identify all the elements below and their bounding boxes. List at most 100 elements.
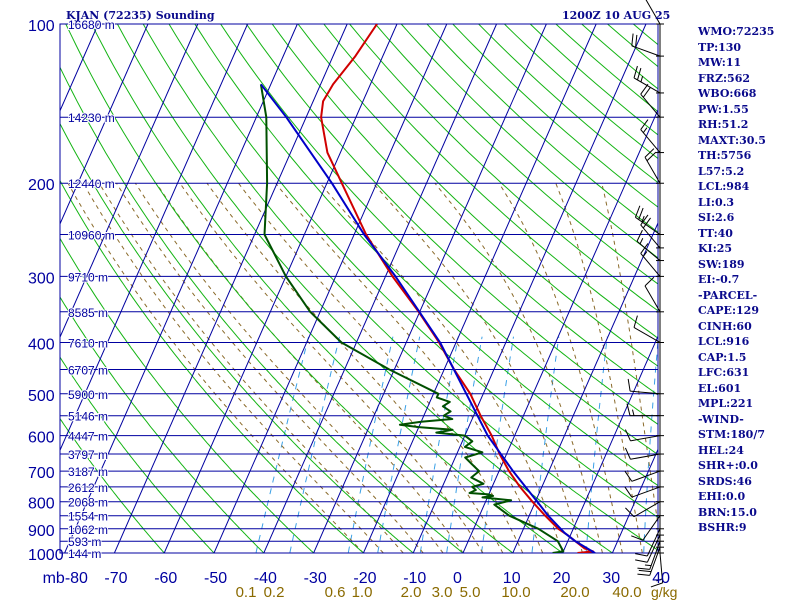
dry-adiabat-line (271, 24, 658, 396)
index-item: LI:0.3 (698, 195, 735, 209)
dry-adiabat-line (60, 179, 365, 553)
index-item: -WIND- (698, 412, 744, 426)
height-label: 4447 m (68, 430, 108, 444)
wind-barb (650, 552, 664, 588)
index-item: LCL:984 (698, 180, 750, 193)
sounding-time: 1200Z 10 AUG 25 (562, 9, 671, 22)
wind-barb-flag (636, 229, 643, 242)
wind-barb (633, 315, 664, 343)
wind-barb-flag (624, 486, 633, 498)
height-label: 2612 m (68, 481, 108, 495)
wind-barb-flag (640, 119, 649, 130)
dry-adiabat-line (60, 66, 464, 553)
wind-barb-flag (624, 447, 631, 460)
index-item: RH:51.2 (698, 118, 749, 131)
height-label: 5900 m (68, 388, 108, 402)
mixing-ratio-line (289, 336, 340, 553)
wind-barb (624, 447, 664, 460)
temperature-tick-label: -20 (353, 570, 376, 587)
mixing-ratio-label: 1.0 (352, 584, 373, 600)
wind-barb (631, 33, 664, 57)
wind-barb-staff (636, 240, 661, 261)
index-item: KI:25 (698, 242, 733, 255)
pressure-tick-label: 700 (28, 465, 55, 482)
wind-barb (640, 243, 664, 277)
index-item: TP:130 (698, 40, 742, 54)
wind-barb-flag (626, 403, 631, 416)
index-item: L57:5.2 (698, 164, 745, 178)
dry-adiabat-line (297, 24, 658, 367)
wind-barb (635, 528, 664, 557)
dry-adiabat-line (142, 24, 658, 551)
wind-barb (627, 378, 664, 395)
mixing-ratio-label: 2.0 (401, 584, 422, 600)
index-item: LCL:916 (698, 335, 750, 348)
height-label: 16680 m (68, 18, 115, 32)
dry-adiabat-line (400, 24, 658, 259)
station-title: KJAN (72235) Sounding (66, 9, 215, 22)
height-label: 3797 m (68, 448, 108, 462)
isotherm-line (412, 24, 647, 553)
mixing-ratio-label: 20.0 (560, 584, 589, 600)
wind-barb-flag (631, 33, 634, 46)
index-item: BRN:15.0 (698, 505, 757, 519)
wind-barb-half-flag (642, 127, 648, 133)
pressure-tick-label: 100 (28, 18, 55, 35)
index-item: LFC:631 (698, 366, 750, 379)
index-item: EI:-0.7 (698, 273, 740, 286)
dry-adiabat-line (374, 24, 658, 285)
wind-barb-staff (630, 390, 661, 395)
mixing-ratio-line (585, 336, 608, 553)
dry-adiabat-line (91, 24, 564, 553)
wind-barb (634, 205, 664, 236)
moist-adiabat-line (155, 182, 464, 553)
dry-adiabat-line (348, 24, 658, 312)
index-item: CINH:60 (698, 319, 752, 333)
isotherms (60, 24, 658, 553)
isotherm-line (462, 108, 658, 553)
isotherm-line (60, 24, 199, 339)
wind-barb (644, 148, 664, 184)
isotherm-line (611, 448, 658, 553)
wind-barb-staff (633, 327, 661, 343)
wind-barb-flag (638, 569, 652, 573)
index-item: CAP:1.5 (698, 350, 747, 364)
mixing-ratio-label: 3.0 (432, 584, 453, 600)
wind-barb (640, 214, 664, 249)
wind-barb-staff (640, 253, 661, 277)
wind-barb-half-flag (639, 238, 644, 245)
wind-barb-flag (634, 205, 641, 218)
index-item: EHI:0.0 (698, 490, 746, 503)
pressure-tick-label: 400 (28, 337, 55, 354)
wind-barb-staff (642, 515, 661, 541)
wind-barb (644, 276, 664, 313)
mixing-ratio-label: 5.0 (460, 584, 481, 600)
index-item: MW:11 (698, 56, 742, 69)
temperature-tick-label: -50 (204, 570, 227, 587)
wind-barb (637, 546, 664, 576)
wind-barb (633, 65, 664, 94)
temperature-tick-label: -60 (154, 570, 177, 587)
height-label: 1062 m (68, 523, 108, 537)
dry-adiabat-line (60, 417, 165, 553)
dry-adiabat-line (220, 24, 658, 456)
temperature-tick-label: -10 (403, 570, 426, 587)
height-label: 7610 m (68, 337, 108, 351)
height-label: 6707 m (68, 364, 108, 378)
wind-barb-staff (631, 486, 661, 498)
wind-barb-staff (640, 224, 661, 249)
wind-barb-flag (646, 151, 657, 162)
moist-adiabat-line (372, 182, 583, 553)
index-item: MAXT:30.5 (698, 133, 766, 147)
wind-barb-flag (638, 207, 644, 220)
wind-barb-staff (633, 77, 661, 94)
wind-barb-flag (644, 276, 655, 287)
wind-barb-staff (640, 129, 661, 153)
index-item: MPL:221 (698, 397, 754, 410)
height-label: 10960 m (68, 229, 115, 243)
wind-barb-staff (630, 435, 661, 442)
mixing-ratio-line (255, 336, 310, 553)
wind-barb (624, 429, 664, 442)
